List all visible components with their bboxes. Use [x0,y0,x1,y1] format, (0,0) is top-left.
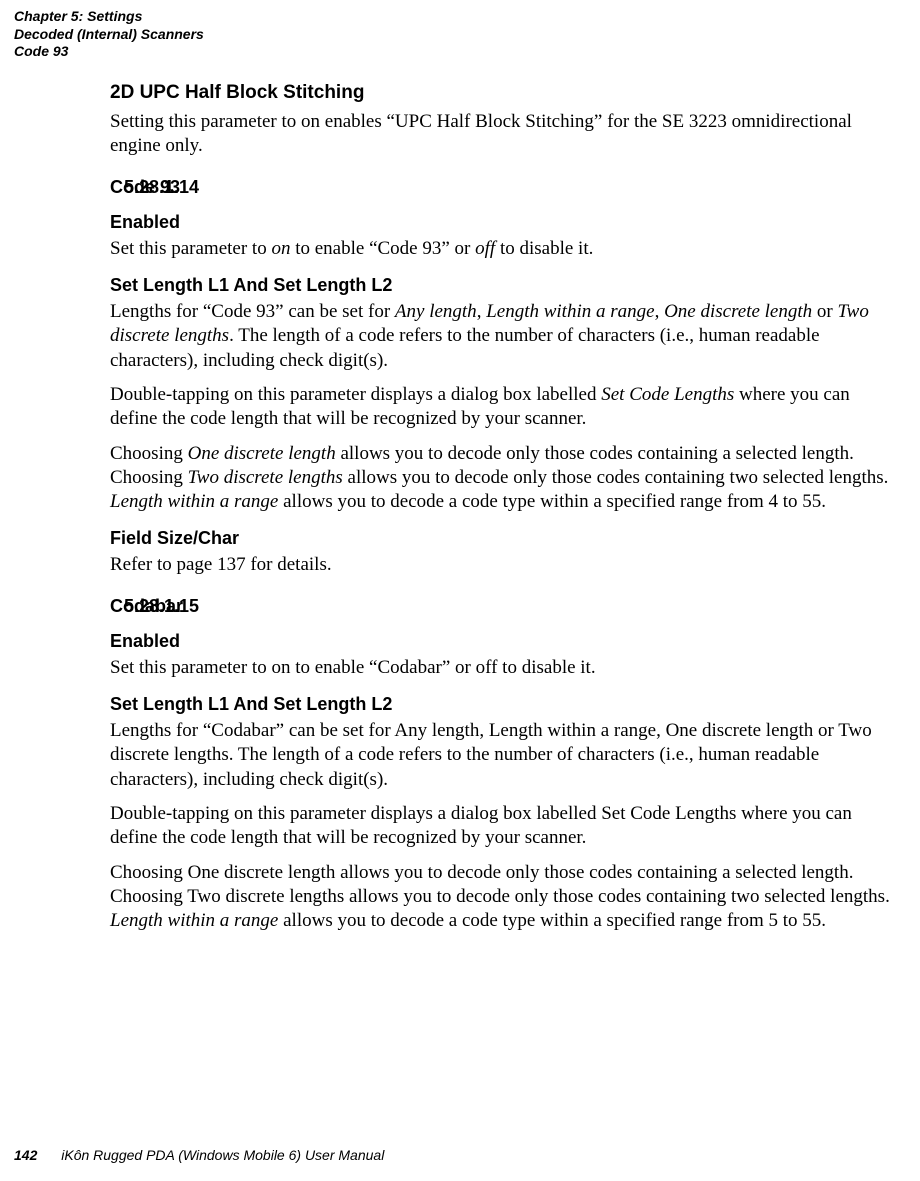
text: to disable it. [495,238,593,259]
text-italic-off: off [475,238,495,259]
paragraph-codabar-enabled: Set this parameter to on to enable “Coda… [110,656,896,680]
text: allows you to decode a code type within … [278,910,826,931]
paragraph-code93-len3: Choosing One discrete length allows you … [110,442,896,515]
heading-code93-enabled: Enabled [110,212,896,233]
text: Set this parameter to [110,238,271,259]
text-italic: Length within a range [110,491,278,512]
heading-codabar-length: Set Length L1 And Set Length L2 [110,694,896,715]
text: Lengths for “Code 93” can be set for [110,301,395,322]
paragraph-2d-upc: Setting this parameter to on enables “UP… [110,110,896,159]
page-number: 142 [14,1147,37,1163]
heading-codabar-enabled: Enabled [110,631,896,652]
text: Double-tapping on this parameter display… [110,384,601,405]
text: , [477,301,487,322]
heading-2d-upc: 2D UPC Half Block Stitching [110,82,896,104]
text-italic: Length within a range [110,910,278,931]
text-italic: One discrete length [188,443,336,464]
text-italic: One discrete length [664,301,812,322]
footer-title: iKôn Rugged PDA (Windows Mobile 6) User … [61,1147,384,1163]
text: Choosing One discrete length allows you … [110,862,890,907]
paragraph-codabar-len1: Lengths for “Codabar” can be set for Any… [110,719,896,792]
header-line-1: Chapter 5: Settings [14,8,204,26]
section-number-code93: 5.28.1.14 [124,177,199,198]
paragraph-codabar-len2: Double-tapping on this parameter display… [110,802,896,851]
text: or [812,301,837,322]
header-line-3: Code 93 [14,43,204,61]
paragraph-code93-enabled: Set this parameter to on to enable “Code… [110,237,896,261]
text: allows you to decode a code type within … [278,491,826,512]
section-code93-row: 5.28.1.14 Code 93 [110,177,896,198]
paragraph-code93-fieldsize: Refer to page 137 for details. [110,553,896,577]
page-header: Chapter 5: Settings Decoded (Internal) S… [14,8,204,61]
text: to enable “Code 93” or [290,238,475,259]
page: Chapter 5: Settings Decoded (Internal) S… [0,0,920,1181]
paragraph-code93-len1: Lengths for “Code 93” can be set for Any… [110,300,896,373]
text-italic: Any length [395,301,477,322]
text: allows you to decode only those codes co… [343,467,889,488]
text: , [655,301,665,322]
text-italic: Length within a range [486,301,654,322]
text: Choosing [110,443,188,464]
paragraph-codabar-len3: Choosing One discrete length allows you … [110,861,896,934]
page-footer: 142 iKôn Rugged PDA (Windows Mobile 6) U… [14,1147,384,1163]
header-line-2: Decoded (Internal) Scanners [14,26,204,44]
paragraph-code93-len2: Double-tapping on this parameter display… [110,383,896,432]
text-italic-on: on [271,238,290,259]
content-area: 2D UPC Half Block Stitching Setting this… [110,82,896,944]
heading-code93-length: Set Length L1 And Set Length L2 [110,275,896,296]
text-italic: Two discrete lengths [188,467,343,488]
section-codabar-row: 5.28.1.15 Codabar [110,596,896,617]
section-number-codabar: 5.28.1.15 [124,596,199,617]
text-italic: Set Code Lengths [601,384,734,405]
heading-code93-fieldsize: Field Size/Char [110,528,896,549]
